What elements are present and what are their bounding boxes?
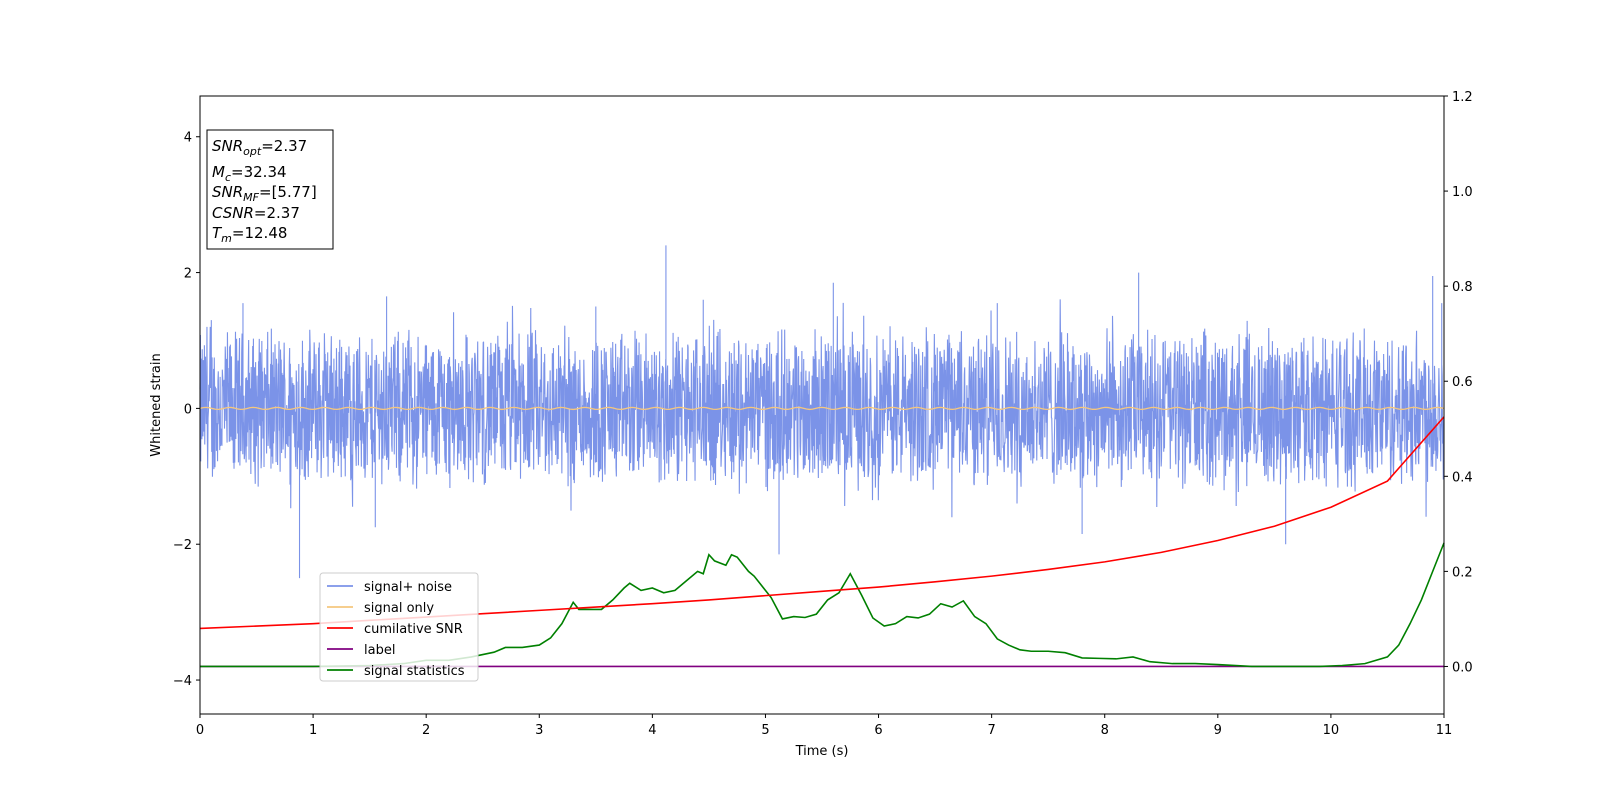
series-signal-statistics <box>200 542 1445 668</box>
info-box: SNRopt=2.37 Mc=32.34 SNRMF=[5.77] CSNR=2… <box>206 129 334 250</box>
y-tick-label: −2 <box>173 538 192 553</box>
info-mc: Mc=32.34 <box>212 163 287 184</box>
legend-label: label <box>364 643 395 658</box>
legend-label: cumilative SNR <box>364 622 463 637</box>
y2-tick-label: 1.0 <box>1452 185 1473 200</box>
x-tick-label: 0 <box>196 723 204 738</box>
x-tick-label: 4 <box>648 723 656 738</box>
info-snr-mf: SNRMF=[5.77] <box>212 183 317 204</box>
x-tick-label: 7 <box>987 723 995 738</box>
info-csnr: CSNR=2.37 <box>212 204 300 222</box>
y2-tick-label: 0.2 <box>1452 565 1473 580</box>
y2-tick-label: 0.8 <box>1452 280 1473 295</box>
info-tm: Tm=12.48 <box>212 224 287 245</box>
y-axis-left: 4 2 0 −2 −4 <box>173 131 200 689</box>
legend-label: signal only <box>364 601 434 616</box>
y-axis-label: Whitened strain <box>149 353 164 456</box>
x-tick-label: 5 <box>761 723 769 738</box>
y-tick-label: 2 <box>184 267 192 282</box>
x-tick-label: 3 <box>535 723 543 738</box>
y-tick-label: 4 <box>184 131 192 146</box>
info-snr-opt: SNRopt=2.37 <box>212 137 307 158</box>
info-box-frame <box>206 129 334 250</box>
y2-tick-label: 0.4 <box>1452 470 1473 485</box>
legend-label: signal statistics <box>364 664 465 679</box>
x-tick-label: 10 <box>1323 723 1340 738</box>
x-tick-label: 8 <box>1101 723 1109 738</box>
x-tick-label: 1 <box>309 723 317 738</box>
x-tick-label: 6 <box>874 723 882 738</box>
x-tick-label: 2 <box>422 723 430 738</box>
x-axis-label: Time (s) <box>795 744 849 759</box>
legend-label: signal+ noise <box>364 580 452 595</box>
y2-tick-label: 0.0 <box>1452 660 1473 675</box>
y2-tick-label: 0.6 <box>1452 375 1473 390</box>
y2-tick-label: 1.2 <box>1452 90 1473 105</box>
plot-frame <box>199 95 1445 715</box>
x-tick-label: 9 <box>1214 723 1222 738</box>
series-signal-only <box>199 406 1445 411</box>
y-axis-right: 1.2 1.0 0.8 0.6 0.4 0.2 0.0 <box>1444 90 1473 675</box>
y-tick-label: 0 <box>184 402 192 417</box>
x-axis: 0 1 2 3 4 5 6 7 8 9 10 11 <box>196 714 1452 738</box>
y-tick-label: −4 <box>173 674 192 689</box>
legend-frame <box>319 572 479 682</box>
series-signal-noise <box>199 245 1445 579</box>
x-tick-label: 11 <box>1436 723 1453 738</box>
legend: signal+ noise signal only cumilative SNR la… <box>319 572 479 682</box>
